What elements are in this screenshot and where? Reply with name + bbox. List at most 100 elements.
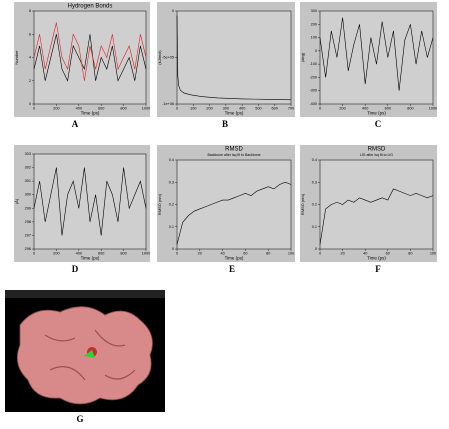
- y-tick-label: 0.3: [169, 180, 174, 184]
- x-tick-label: 1000: [142, 252, 150, 256]
- y-tick-label: 200: [311, 22, 317, 26]
- x-axis-label: Time (ps): [81, 111, 100, 116]
- x-axis-label: Time (ps): [225, 111, 244, 116]
- y-tick-label: -5e+05: [162, 56, 174, 60]
- panel-label: A: [72, 119, 79, 129]
- x-tick-label: 0: [176, 107, 178, 111]
- x-tick-label: 40: [363, 252, 367, 256]
- x-tick-label: 800: [120, 107, 126, 111]
- y-tick-label: 0.4: [169, 158, 174, 162]
- y-tick-label: 6: [29, 32, 31, 36]
- x-tick-label: 600: [98, 107, 104, 111]
- ligand: [84, 350, 95, 358]
- molecule-image: [5, 290, 165, 412]
- plot-area: [33, 153, 147, 250]
- chart-subtitle: LIG after lsq fit to LIG: [360, 153, 394, 157]
- y-tick-label: 100: [311, 36, 317, 40]
- chart-title: RMSD: [225, 147, 243, 153]
- x-tick-label: 60: [386, 252, 390, 256]
- plot-area: [319, 159, 434, 250]
- x-tick-label: 600: [272, 107, 278, 111]
- y-axis-label: (deg): [300, 52, 305, 62]
- y-tick-label: 300: [25, 193, 31, 197]
- y-axis-label: (Å): [14, 198, 19, 204]
- x-tick-label: 200: [53, 252, 59, 256]
- y-tick-label: 8: [29, 9, 31, 13]
- x-tick-label: 100: [430, 252, 436, 256]
- x-axis-label: Time (ps): [367, 111, 386, 116]
- x-tick-label: 400: [76, 252, 82, 256]
- x-tick-label: 0: [33, 252, 35, 256]
- surface-shading: [44, 329, 136, 381]
- y-tick-label: 0.2: [312, 203, 317, 207]
- y-tick-label: 0: [315, 49, 317, 53]
- image-header: [5, 290, 165, 298]
- panel-label: D: [72, 264, 79, 274]
- panel-label: B: [222, 119, 228, 129]
- y-tick-label: 303: [25, 152, 31, 156]
- x-tick-label: 0: [176, 252, 178, 256]
- x-tick-label: 100: [190, 107, 196, 111]
- x-tick-label: 200: [206, 107, 212, 111]
- x-tick-label: 80: [266, 252, 270, 256]
- y-axis-label: RMSD (nm): [300, 193, 305, 215]
- x-tick-label: 1000: [142, 107, 150, 111]
- y-tick-label: 0.4: [312, 158, 317, 162]
- x-tick-label: 300: [223, 107, 229, 111]
- plot-area: [176, 159, 292, 250]
- x-tick-label: 20: [340, 252, 344, 256]
- y-tick-label: 300: [311, 9, 317, 13]
- x-tick-label: 400: [76, 107, 82, 111]
- y-tick-label: 0: [172, 247, 174, 251]
- x-tick-label: 60: [243, 252, 247, 256]
- data-line: [33, 22, 147, 81]
- y-tick-label: 296: [25, 247, 31, 251]
- chart-title: Hydrogen Bonds: [68, 4, 113, 10]
- y-tick-label: 0: [172, 9, 174, 13]
- y-tick-label: 301: [25, 179, 31, 183]
- panel-label: E: [229, 264, 235, 274]
- data-line: [33, 167, 147, 236]
- x-tick-label: 200: [339, 107, 345, 111]
- x-tick-label: 80: [408, 252, 412, 256]
- y-tick-label: -400: [309, 102, 317, 106]
- x-axis-label: Time (ps): [225, 256, 244, 261]
- plot-area: [33, 10, 147, 105]
- x-tick-label: 600: [98, 252, 104, 256]
- y-tick-label: 0: [315, 247, 317, 251]
- x-tick-label: 700: [288, 107, 294, 111]
- x-tick-label: 1000: [429, 107, 437, 111]
- x-tick-label: 100: [288, 252, 294, 256]
- y-tick-label: 297: [25, 233, 31, 237]
- data-line: [319, 188, 434, 245]
- chart-subtitle: Backbone after lsq fit to Backbone: [207, 153, 260, 157]
- data-line: [176, 15, 292, 101]
- y-tick-label: -100: [309, 62, 317, 66]
- data-line: [176, 181, 292, 245]
- y-tick-label: 0.3: [312, 180, 317, 184]
- y-tick-label: 2: [29, 79, 31, 83]
- y-tick-label: 298: [25, 220, 31, 224]
- y-tick-label: 302: [25, 166, 31, 170]
- x-tick-label: 800: [407, 107, 413, 111]
- y-tick-label: 299: [25, 206, 31, 210]
- x-tick-label: 0: [319, 252, 321, 256]
- panel-label: F: [375, 264, 381, 274]
- y-axis-label: (kJ/mol): [157, 50, 162, 65]
- y-axis-label: RMSD (nm): [157, 193, 162, 215]
- panel-label: G: [76, 414, 83, 424]
- data-line: [33, 34, 147, 82]
- x-tick-label: 200: [53, 107, 59, 111]
- y-tick-label: -200: [309, 75, 317, 79]
- x-axis-label: Time (ps): [81, 256, 100, 261]
- x-tick-label: 0: [319, 107, 321, 111]
- x-tick-label: 400: [239, 107, 245, 111]
- x-tick-label: 20: [198, 252, 202, 256]
- x-tick-label: 600: [385, 107, 391, 111]
- data-line: [319, 17, 434, 91]
- x-tick-label: 400: [362, 107, 368, 111]
- y-tick-label: -1e+06: [162, 102, 174, 106]
- plot-area: [319, 10, 434, 105]
- plot-area: [176, 10, 292, 105]
